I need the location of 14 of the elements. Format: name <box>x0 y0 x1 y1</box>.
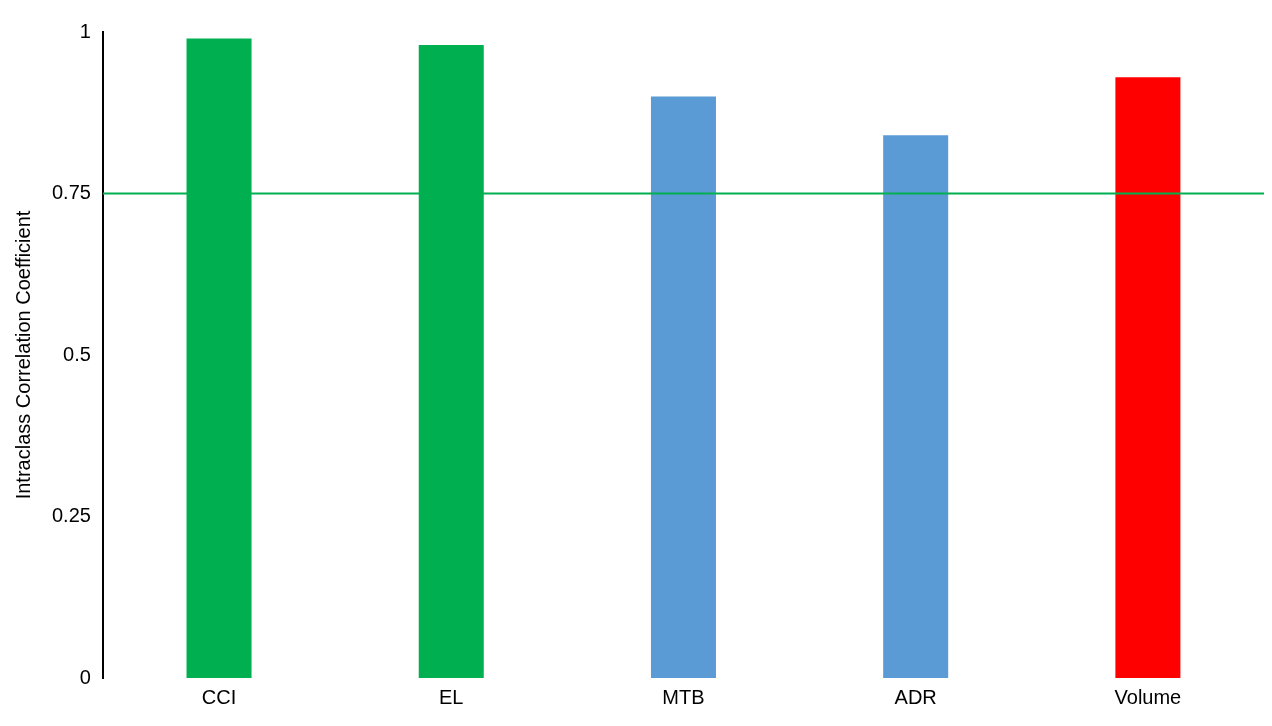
y-tick-label: 1 <box>79 19 91 42</box>
bar <box>1115 77 1181 678</box>
y-tick-label: 0.75 <box>51 181 91 204</box>
bar <box>650 96 716 678</box>
y-tick-label: 0.5 <box>63 342 91 365</box>
y-axis-title: Intraclass Correlation Coefficient <box>11 210 34 500</box>
x-tick-label: CCI <box>201 685 237 708</box>
x-tick-label: MTB <box>662 685 705 708</box>
bar <box>883 135 949 678</box>
x-tick-label: Volume <box>1114 685 1182 708</box>
x-tick-label: ADR <box>894 685 937 708</box>
x-tick-label: EL <box>439 685 464 708</box>
y-tick-label: 0.25 <box>51 504 91 527</box>
y-tick-label: 0 <box>79 665 91 688</box>
